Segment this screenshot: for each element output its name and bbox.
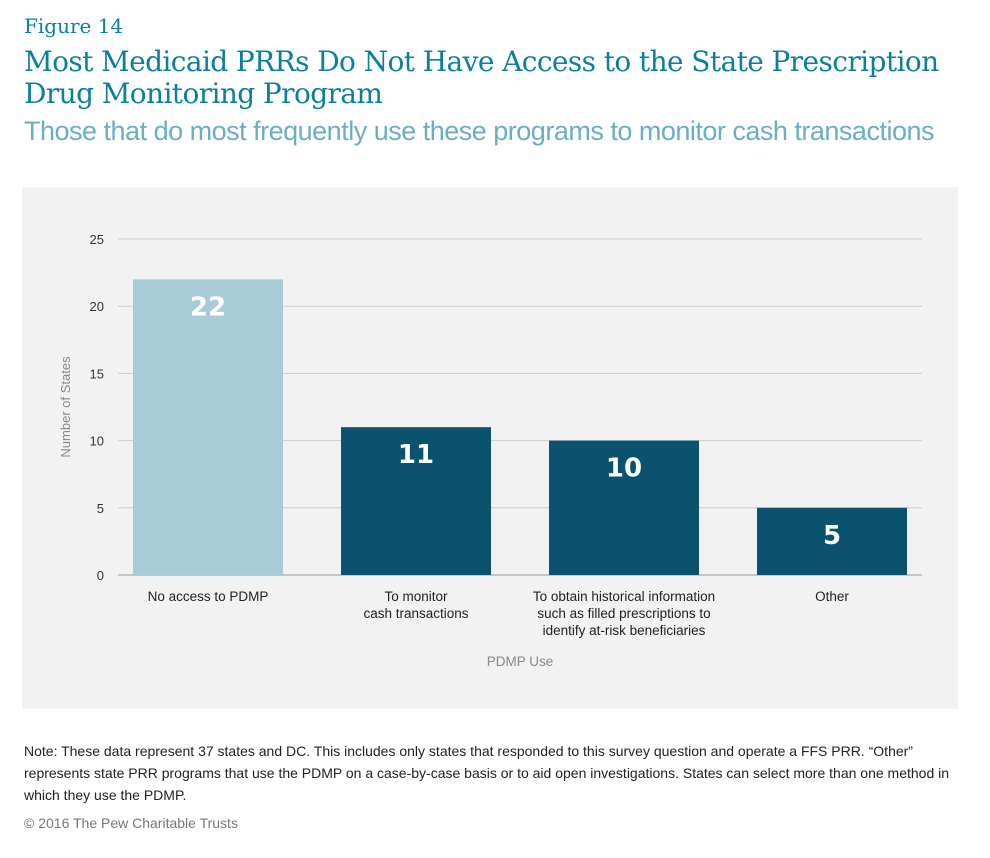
x-tick-label: No access to PDMP — [148, 589, 269, 604]
bar — [133, 279, 283, 575]
figure-label: Figure 14 — [24, 14, 124, 38]
bar — [757, 507, 907, 575]
y-tick-label: 25 — [90, 232, 104, 247]
bar — [549, 440, 699, 575]
bar-chart: 0 5 10 15 20 25 Number of States 22 No access to… — [58, 232, 922, 669]
data-label: 11 — [398, 440, 434, 470]
x-tick-label: To obtain historical information — [533, 589, 715, 604]
note: Note: These data represent 37 states and… — [24, 743, 950, 803]
x-tick-label: such as filled prescriptions to — [537, 606, 710, 621]
x-tick-label: cash transactions — [363, 606, 468, 621]
chart-subtitle: Those that do most frequently use these … — [24, 116, 934, 146]
chart-title: Most Medicaid PRRs Do Not Have Access to… — [24, 45, 939, 110]
x-tick-label: Other — [815, 589, 849, 604]
data-label: 5 — [823, 521, 841, 551]
y-tick-label: 10 — [90, 434, 104, 449]
y-tick-label: 0 — [97, 568, 104, 583]
y-tick-label: 5 — [97, 501, 104, 516]
bar — [341, 427, 491, 575]
y-axis-label: Number of States — [58, 356, 73, 458]
x-tick-label: To monitor — [384, 589, 448, 604]
x-axis-label: PDMP Use — [487, 654, 554, 669]
y-tick-label: 20 — [90, 299, 104, 314]
x-tick-label: identify at-risk beneficiaries — [543, 623, 706, 638]
copyright: © 2016 The Pew Charitable Trusts — [24, 815, 238, 831]
data-label: 22 — [190, 292, 226, 322]
data-label: 10 — [606, 454, 642, 484]
y-tick-label: 15 — [90, 366, 104, 381]
